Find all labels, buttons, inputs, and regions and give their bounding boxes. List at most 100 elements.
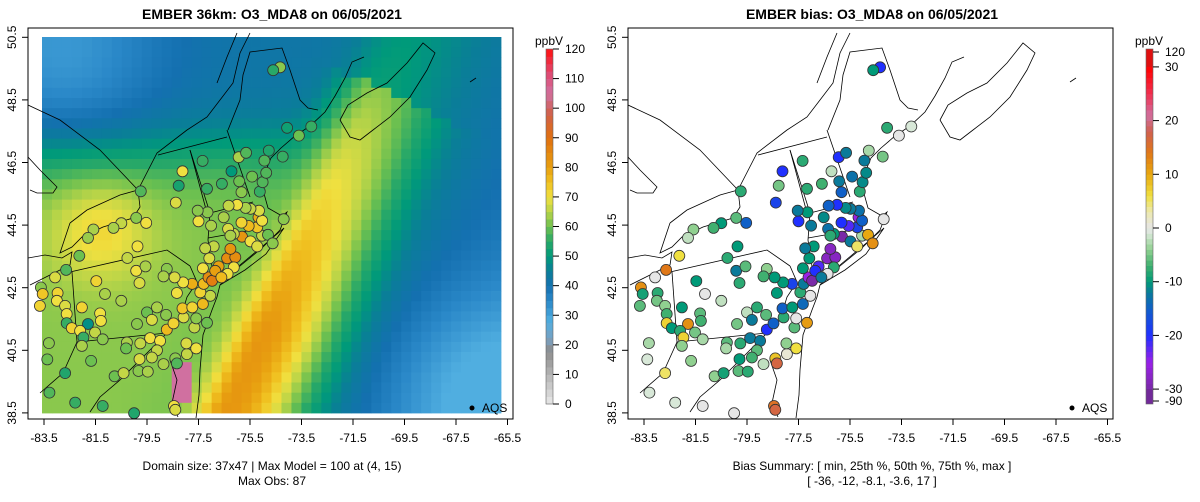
model-grid-cell xyxy=(101,47,113,58)
model-grid-cell xyxy=(61,87,73,99)
model-grid-cell xyxy=(181,270,193,282)
model-grid-cell xyxy=(161,87,173,99)
model-grid-cell xyxy=(341,372,352,383)
model-grid-cell xyxy=(81,108,93,119)
model-grid-cell xyxy=(321,311,332,322)
model-grid-cell xyxy=(341,128,352,140)
station-marker xyxy=(131,318,143,330)
model-grid-cell xyxy=(351,118,362,129)
model-grid-cell xyxy=(261,250,272,261)
boundary-line xyxy=(795,56,965,419)
model-grid-cell xyxy=(391,47,402,58)
model-grid-cell xyxy=(401,291,412,302)
model-grid-cell xyxy=(461,291,472,302)
model-grid-cell xyxy=(451,341,462,353)
model-grid-cell xyxy=(251,362,262,373)
model-grid-cell xyxy=(121,179,133,190)
model-grid-cell xyxy=(181,47,193,58)
model-grid-cell xyxy=(191,87,203,99)
model-grid-cell xyxy=(181,260,193,272)
model-grid-cell xyxy=(391,87,402,99)
boundary-line xyxy=(69,249,191,273)
model-grid-cell xyxy=(261,118,272,129)
station-marker xyxy=(634,299,646,312)
model-grid-cell xyxy=(371,250,382,261)
model-grid-cell xyxy=(461,158,472,170)
model-grid-cell xyxy=(491,37,502,48)
colorbar-tick-label: 20 xyxy=(1165,114,1179,128)
model-grid-cell xyxy=(181,199,193,211)
station-marker xyxy=(60,263,72,276)
model-grid-cell xyxy=(461,37,472,48)
colorbar-segment xyxy=(546,285,553,294)
model-grid-cell xyxy=(351,362,362,373)
model-grid-cell xyxy=(161,57,173,68)
model-grid-cell xyxy=(281,230,292,241)
model-grid-cell xyxy=(81,291,93,302)
model-grid-cell xyxy=(151,311,163,322)
model-grid-cell xyxy=(171,138,183,150)
model-grid-cell xyxy=(201,189,213,200)
model-grid-cell xyxy=(151,57,163,68)
model-grid-cell xyxy=(471,118,482,129)
model-grid-cell xyxy=(381,352,392,363)
model-grid-cell xyxy=(381,158,392,170)
model-grid-cell xyxy=(271,362,282,373)
model-grid-cell xyxy=(181,57,193,68)
model-grid-cell xyxy=(281,321,292,333)
model-grid-cell xyxy=(141,189,153,200)
colorbar-segment xyxy=(1146,136,1153,143)
model-grid-cell xyxy=(411,47,422,58)
model-grid-cell xyxy=(311,230,322,241)
x-tick-label: -75.5 xyxy=(236,431,264,445)
model-grid-cell xyxy=(311,311,322,322)
model-grid-cell xyxy=(371,352,382,363)
model-grid-cell xyxy=(261,280,272,292)
model-grid-cell xyxy=(401,77,412,89)
model-grid-cell xyxy=(231,169,242,180)
model-grid-cell xyxy=(171,148,183,160)
model-grid-cell xyxy=(171,77,183,89)
model-grid-cell xyxy=(261,77,272,89)
station-marker xyxy=(205,219,218,232)
colorbar-segment xyxy=(1146,383,1153,390)
model-grid-cell xyxy=(491,301,502,312)
y-tick-label: 42.5 xyxy=(605,276,619,300)
model-grid-cell xyxy=(451,321,462,333)
model-grid-cell xyxy=(361,402,372,414)
boundary-line xyxy=(216,32,238,84)
model-grid-cell xyxy=(61,77,73,89)
x-tick-label: -75.5 xyxy=(836,431,864,445)
model-grid-cell xyxy=(261,219,272,231)
colorbar-segment xyxy=(1146,335,1153,342)
colorbar-unit: ppbV xyxy=(535,34,563,48)
y-tick-label: 38.5 xyxy=(5,401,19,425)
model-grid-cell xyxy=(111,321,123,333)
model-grid-cell xyxy=(271,47,282,58)
model-grid-cell xyxy=(421,240,432,251)
model-grid-cell xyxy=(351,392,362,404)
station-marker xyxy=(822,199,835,212)
model-grid-cell xyxy=(301,291,312,302)
model-grid-cell xyxy=(381,138,392,150)
model-grid-cell xyxy=(161,280,173,292)
colorbar-segment xyxy=(1146,104,1153,111)
model-grid-cell xyxy=(341,291,352,302)
model-grid-cell xyxy=(42,128,53,140)
model-grid-cell xyxy=(81,179,93,190)
x-tick-label: -81.5 xyxy=(682,431,710,445)
station-marker xyxy=(835,186,848,199)
model-grid-cell xyxy=(381,250,392,261)
colorbar-unit: ppbV xyxy=(1135,34,1163,48)
model-grid-cell xyxy=(121,148,133,160)
model-grid-cell xyxy=(291,341,302,353)
model-grid-cell xyxy=(321,230,332,241)
model-grid-cell xyxy=(431,372,442,383)
model-grid-cell xyxy=(471,270,482,282)
model-grid-cell xyxy=(221,392,232,404)
model-grid-cell xyxy=(141,169,153,180)
model-grid-cell xyxy=(131,67,143,79)
model-grid-cell xyxy=(441,331,452,343)
colorbar-segment xyxy=(1146,185,1153,191)
model-grid-cell xyxy=(281,362,292,373)
